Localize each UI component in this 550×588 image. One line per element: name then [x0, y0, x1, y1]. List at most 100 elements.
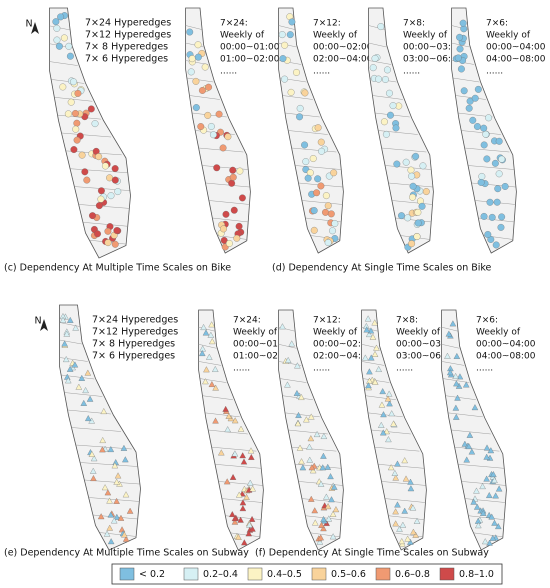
- station-marker: [235, 491, 243, 498]
- station-marker: [479, 509, 487, 516]
- station-marker: [63, 330, 71, 337]
- station-marker: [223, 478, 231, 485]
- station-marker: [401, 457, 408, 464]
- station-marker: [320, 516, 327, 523]
- station-marker: [409, 182, 417, 190]
- station-marker: [197, 123, 205, 131]
- station-marker: [117, 514, 125, 521]
- station-marker: [187, 68, 195, 76]
- zone-border: [473, 532, 504, 538]
- legend-frame: [111, 563, 503, 585]
- station-marker: [57, 13, 65, 21]
- station-marker: [52, 18, 60, 26]
- station-marker: [284, 381, 291, 388]
- station-marker: [99, 446, 106, 453]
- zone-border: [288, 130, 328, 135]
- station-marker: [481, 538, 489, 545]
- station-marker: [457, 65, 465, 73]
- station-marker: [466, 431, 474, 438]
- station-marker: [480, 212, 488, 220]
- legend-label: 0.5–0.6: [331, 569, 366, 580]
- station-marker: [399, 521, 407, 528]
- zone-border: [291, 147, 337, 153]
- station-marker: [110, 517, 118, 524]
- station-marker: [385, 390, 393, 397]
- map: [198, 309, 264, 551]
- caption: (c) Dependency At Multiple Time Scales o…: [4, 263, 231, 274]
- station-marker: [491, 519, 498, 526]
- station-marker: [322, 208, 329, 216]
- zone-border: [59, 339, 82, 345]
- zone-border: [461, 130, 501, 135]
- station-marker: [373, 344, 380, 351]
- station-marker: [303, 416, 310, 423]
- station-marker: [501, 183, 509, 190]
- station-marker: [73, 136, 81, 144]
- zone-border: [198, 344, 217, 349]
- station-marker: [480, 141, 488, 149]
- zone-border: [310, 532, 341, 538]
- station-marker: [84, 369, 92, 376]
- station-marker: [371, 378, 379, 385]
- station-marker: [475, 522, 482, 529]
- station-marker: [314, 124, 322, 132]
- station-marker: [318, 521, 325, 528]
- station-marker: [485, 114, 493, 122]
- station-marker: [100, 408, 108, 414]
- station-marker: [64, 110, 72, 118]
- station-marker: [205, 83, 213, 91]
- station-marker: [479, 483, 486, 490]
- zone-border: [198, 361, 222, 366]
- station-marker: [497, 223, 505, 231]
- map-label: 7×6:: [476, 316, 498, 326]
- station-marker: [284, 356, 292, 363]
- station-marker: [392, 508, 399, 515]
- station-marker: [382, 130, 390, 138]
- station-marker: [208, 381, 216, 387]
- station-marker: [314, 175, 322, 183]
- borough-outline: [278, 309, 344, 551]
- north-arrow: [31, 22, 39, 34]
- station-marker: [237, 425, 245, 432]
- station-marker: [308, 495, 315, 502]
- station-marker: [99, 436, 106, 443]
- station-marker: [208, 321, 215, 328]
- station-marker: [89, 467, 97, 474]
- map-label: 7×24:: [220, 19, 248, 29]
- station-marker: [466, 97, 474, 105]
- zone-border: [464, 147, 510, 153]
- station-marker: [332, 506, 340, 513]
- station-marker: [407, 538, 414, 545]
- station-marker: [122, 456, 129, 463]
- station-marker: [495, 523, 502, 530]
- station-marker: [489, 534, 497, 541]
- station-marker: [113, 513, 121, 520]
- station-marker: [239, 505, 247, 512]
- legend-label: 0.2–0.4: [203, 569, 238, 580]
- legend-swatch: [375, 567, 391, 581]
- zone-border: [278, 25, 295, 30]
- station-marker: [231, 417, 239, 424]
- station-marker: [482, 130, 490, 138]
- station-marker: [246, 521, 253, 528]
- station-marker: [490, 471, 497, 478]
- station-marker: [384, 395, 392, 402]
- station-marker: [53, 24, 61, 32]
- station-marker: [392, 124, 400, 132]
- station-marker: [308, 413, 315, 420]
- station-marker: [385, 89, 393, 97]
- station-marker: [200, 324, 207, 330]
- station-marker: [106, 497, 113, 504]
- station-marker: [408, 172, 416, 180]
- station-marker: [248, 453, 255, 460]
- map-label: ......: [486, 67, 503, 77]
- borough-outline: [278, 7, 344, 254]
- zone-border: [301, 200, 343, 205]
- station-marker: [371, 319, 378, 326]
- station-marker: [407, 478, 414, 485]
- station-marker: [70, 78, 77, 86]
- station-marker: [462, 381, 470, 388]
- station-marker: [362, 354, 369, 361]
- station-marker: [87, 105, 95, 113]
